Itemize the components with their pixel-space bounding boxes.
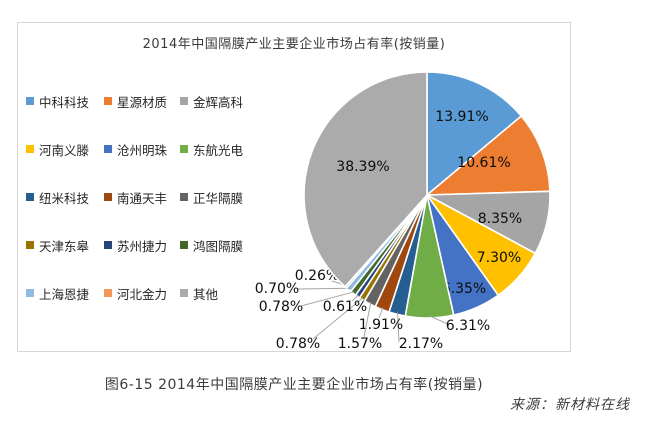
legend-item-6: 东航光电 (180, 140, 261, 159)
legend-item-2: 星源材质 (104, 92, 180, 111)
legend-label: 纽米科技 (39, 190, 90, 206)
pie-slice-value-label: 0.78% (276, 336, 320, 352)
legend-swatch (26, 289, 34, 297)
legend-swatch (26, 97, 34, 105)
pie-slice-2 (426, 115, 551, 196)
leader-line (351, 294, 359, 302)
legend-label: 苏州捷力 (117, 238, 168, 254)
legend-swatch (180, 289, 188, 297)
pie-slice-value-label: 0.26% (295, 268, 339, 284)
legend-item-1: 中科科技 (26, 92, 104, 111)
legend-item-9: 正华隔膜 (180, 188, 261, 207)
pie-slice-value-label: 10.61% (457, 155, 510, 171)
pie-slice-1 (426, 71, 523, 196)
figure-caption: 图6-15 2014年中国隔膜产业主要企业市场占有率(按销量) (104, 377, 484, 393)
legend-label: 河北金力 (117, 286, 168, 302)
legend-swatch (26, 145, 34, 153)
legend-label: 金辉高科 (193, 94, 244, 110)
pie-slice-value-label: 1.91% (359, 317, 403, 333)
legend-item-14: 河北金力 (104, 284, 180, 303)
legend: 中科科技 星源材质 金辉高科河南义滕 沧州明珠 东航光电纽米科技 南通天丰 正华隔膜天津东皋… (26, 77, 261, 317)
leader-line (363, 302, 372, 338)
legend-label: 天津东皋 (39, 238, 90, 254)
legend-item-4: 河南义滕 (26, 140, 104, 159)
legend-swatch (104, 241, 112, 249)
legend-swatch (104, 289, 112, 297)
legend-item-15: 其他 (180, 284, 261, 303)
legend-item-12: 鸿图隔膜 (180, 236, 261, 255)
legend-label: 东航光电 (193, 142, 244, 158)
legend-item-3: 金辉高科 (180, 92, 261, 111)
pie-slice-value-label: 2.17% (399, 336, 443, 352)
legend-swatch (104, 145, 112, 153)
legend-item-13: 上海恩捷 (26, 284, 104, 303)
legend-item-8: 南通天丰 (104, 188, 180, 207)
leader-line (378, 307, 384, 319)
pie-slice-15 (303, 71, 428, 288)
legend-label: 南通天丰 (117, 190, 168, 206)
leader-line (300, 291, 355, 307)
legend-swatch (104, 193, 112, 201)
legend-item-7: 纽米科技 (26, 188, 104, 207)
leader-line (429, 315, 449, 325)
pie-slice-value-label: 1.57% (338, 336, 382, 352)
pie-slice-value-label: 13.91% (435, 109, 488, 125)
legend-swatch (180, 97, 188, 105)
pie-slice-value-label: 8.35% (478, 211, 522, 227)
legend-label: 沧州明珠 (117, 142, 168, 158)
pie-slice-value-label: 0.70% (255, 281, 299, 297)
legend-label: 鸿图隔膜 (193, 238, 244, 254)
pie-slice-value-label: 6.31% (446, 318, 490, 334)
chart-title: 2014年中国隔膜产业主要企业市场占有率(按销量) (142, 37, 446, 52)
legend-label: 星源材质 (117, 94, 168, 110)
pie-slice-value-label: 6.35% (442, 281, 486, 297)
legend-swatch (26, 241, 34, 249)
pie-slice-value-label: 7.30% (477, 250, 521, 266)
pie-slice-value-label: 0.78% (259, 299, 303, 315)
legend-swatch (180, 193, 188, 201)
legend-label: 中科科技 (39, 94, 90, 110)
legend-label: 其他 (193, 286, 219, 302)
legend-swatch (180, 145, 188, 153)
legend-swatch (104, 97, 112, 105)
legend-label: 上海恩捷 (39, 286, 90, 302)
legend-label: 河南义滕 (39, 142, 90, 158)
legend-item-11: 苏州捷力 (104, 236, 180, 255)
pie-slice-value-label: 0.61% (323, 299, 367, 315)
leader-line (397, 312, 400, 343)
legend-swatch (180, 241, 188, 249)
legend-label: 正华隔膜 (193, 190, 244, 206)
legend-item-5: 沧州明珠 (104, 140, 180, 159)
source-credit: 来源：新材料在线 (510, 397, 630, 413)
legend-swatch (26, 193, 34, 201)
pie-slice-value-label: 38.39% (336, 159, 389, 175)
leader-line (296, 287, 350, 290)
legend-item-10: 天津东皋 (26, 236, 104, 255)
leader-line (312, 297, 364, 340)
